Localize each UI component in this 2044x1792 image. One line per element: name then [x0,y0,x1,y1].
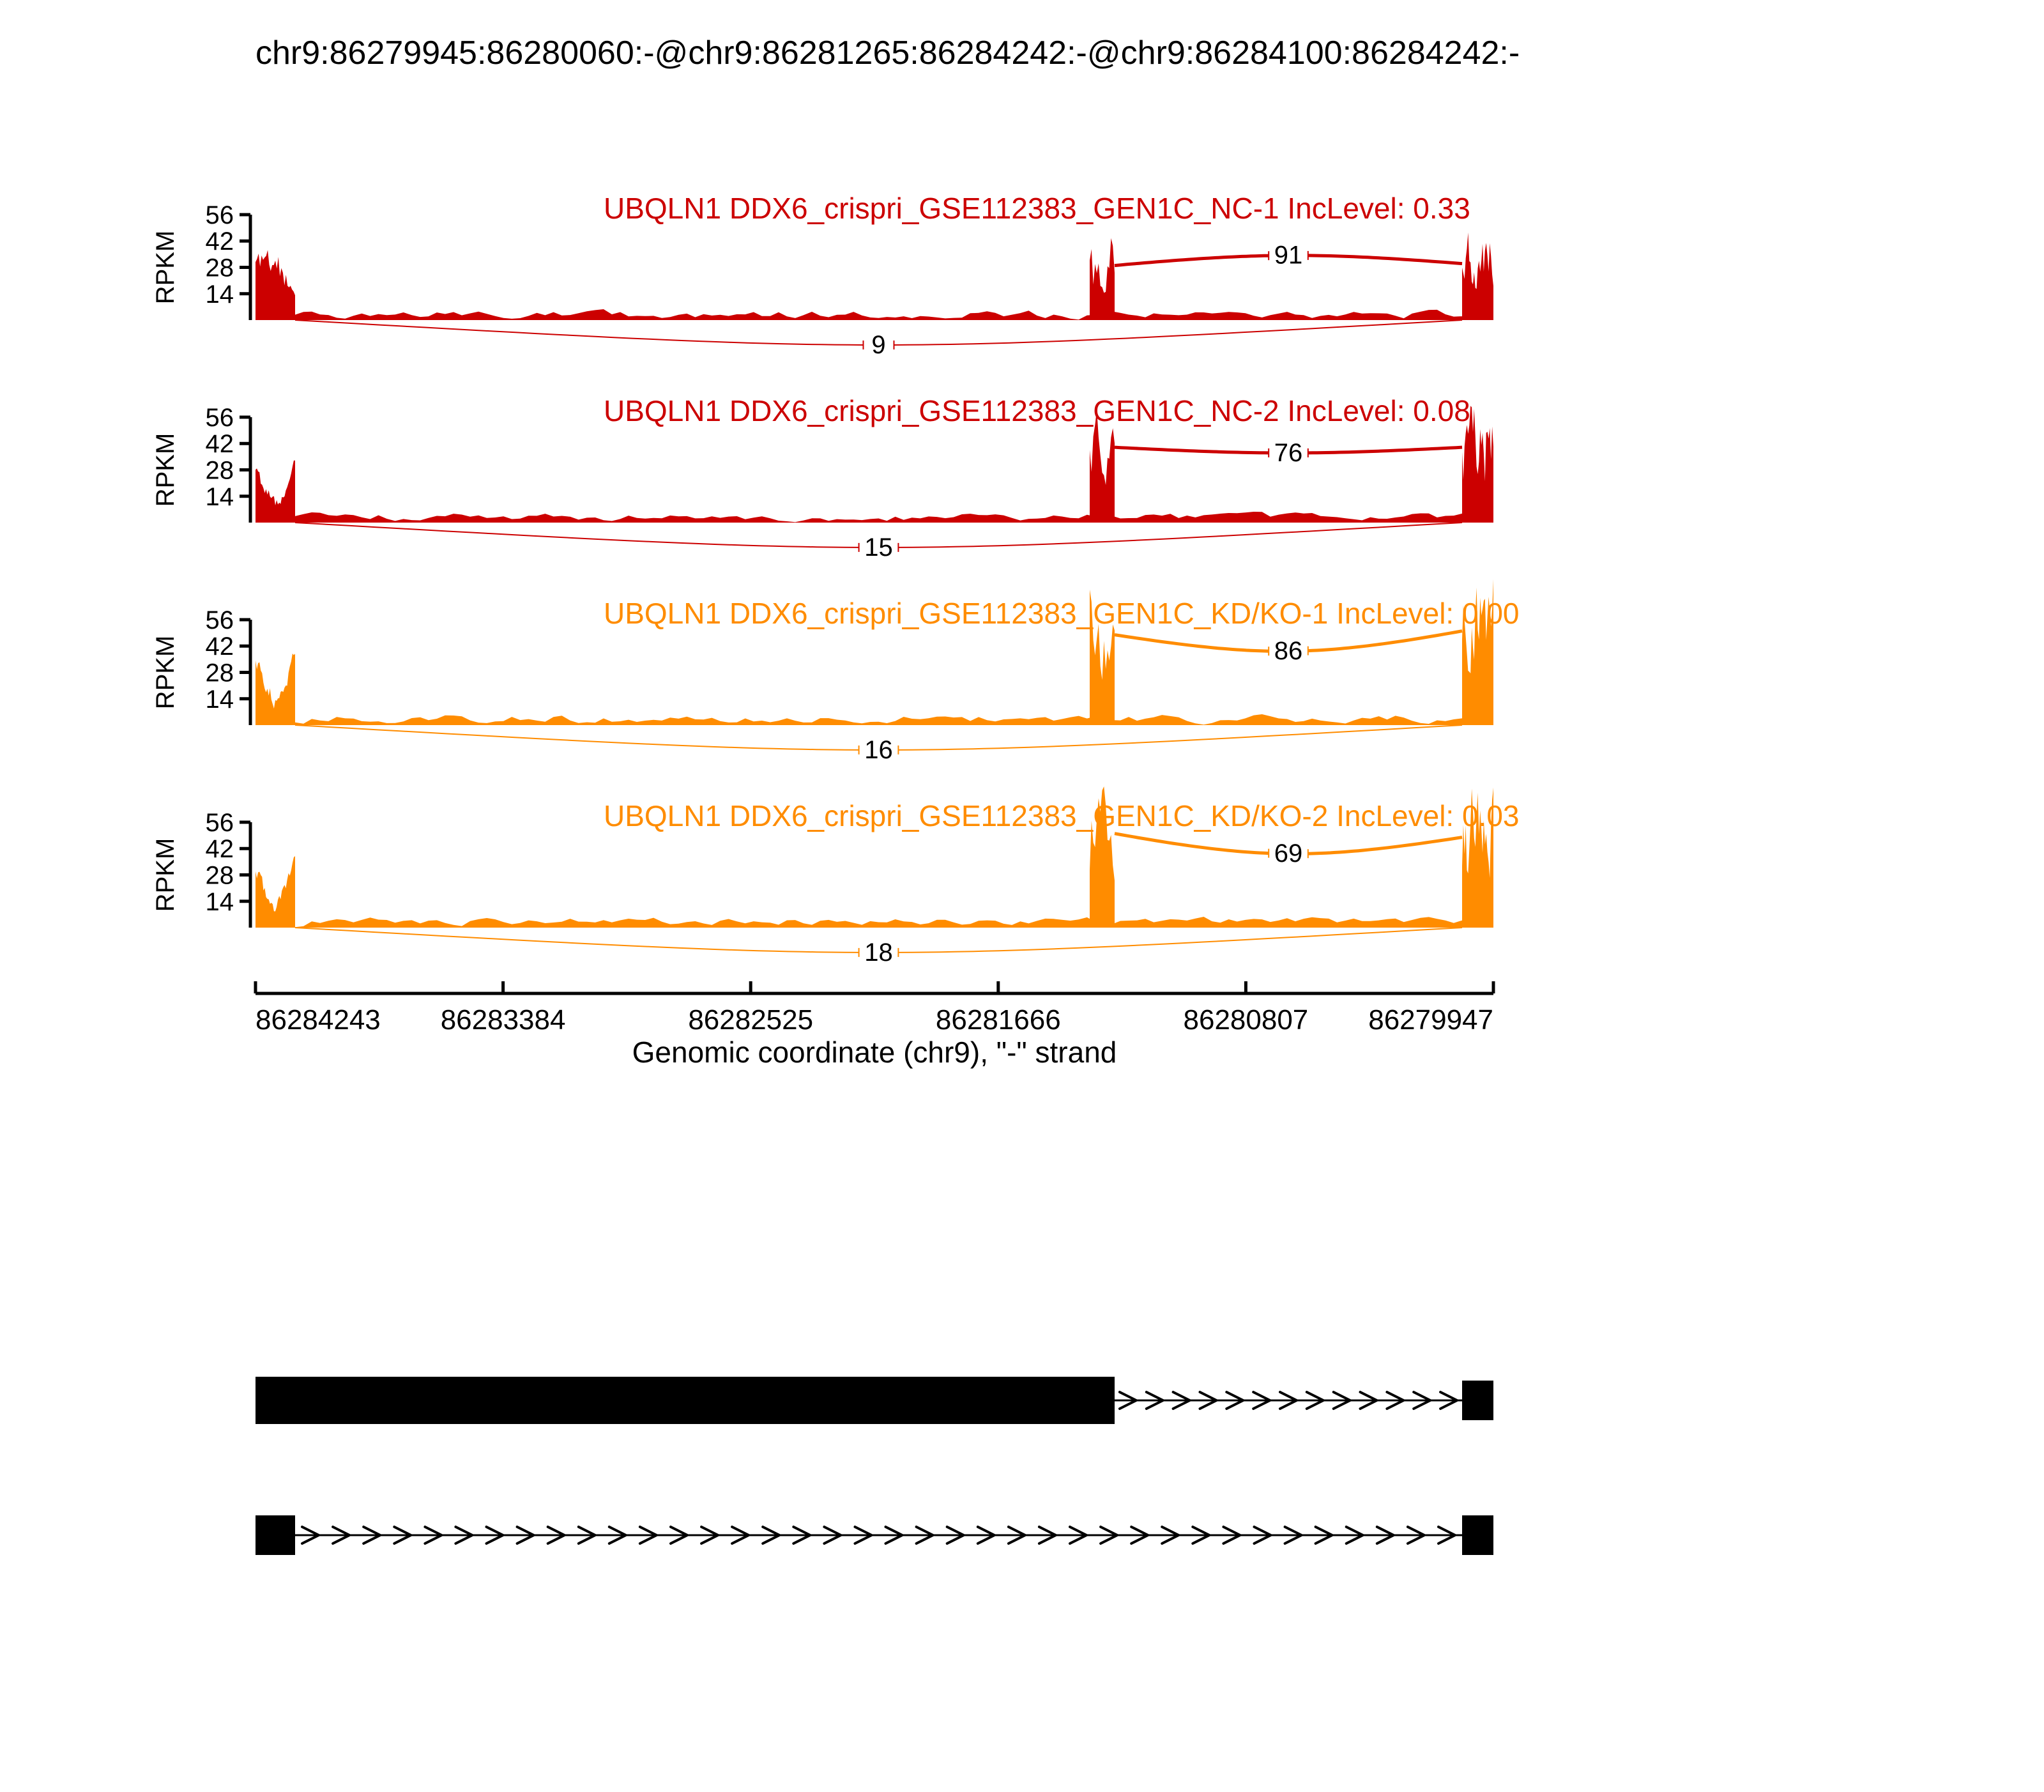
svg-text:RPKM: RPKM [151,231,179,305]
svg-text:42: 42 [206,227,234,256]
svg-text:RPKM: RPKM [151,636,179,710]
svg-text:56: 56 [206,404,234,432]
svg-text:14: 14 [206,888,234,916]
svg-text:15: 15 [864,533,893,562]
svg-text:86283384: 86283384 [441,1004,566,1036]
svg-text:28: 28 [206,659,234,687]
svg-text:RPKM: RPKM [151,433,179,507]
svg-text:42: 42 [206,835,234,863]
svg-text:28: 28 [206,457,234,485]
svg-text:86281666: 86281666 [936,1004,1061,1036]
svg-text:UBQLN1 DDX6_crispri_GSE112383_: UBQLN1 DDX6_crispri_GSE112383_GEN1C_NC-1… [604,192,1470,225]
svg-text:76: 76 [1274,439,1303,467]
svg-text:28: 28 [206,862,234,890]
svg-text:UBQLN1 DDX6_crispri_GSE112383_: UBQLN1 DDX6_crispri_GSE112383_GEN1C_KD/K… [604,597,1520,630]
svg-text:RPKM: RPKM [151,838,179,912]
svg-text:56: 56 [206,606,234,634]
svg-text:91: 91 [1274,241,1303,270]
svg-text:56: 56 [206,809,234,837]
svg-text:UBQLN1 DDX6_crispri_GSE112383_: UBQLN1 DDX6_crispri_GSE112383_GEN1C_NC-2… [604,394,1470,427]
svg-text:28: 28 [206,254,234,282]
svg-text:UBQLN1 DDX6_crispri_GSE112383_: UBQLN1 DDX6_crispri_GSE112383_GEN1C_KD/K… [604,799,1520,832]
svg-text:42: 42 [206,632,234,661]
svg-text:Genomic coordinate (chr9), "-": Genomic coordinate (chr9), "-" strand [632,1036,1117,1069]
svg-text:86: 86 [1274,637,1303,665]
svg-text:86280807: 86280807 [1184,1004,1309,1036]
svg-text:42: 42 [206,430,234,458]
svg-text:86284243: 86284243 [256,1004,381,1036]
svg-text:14: 14 [206,685,234,714]
svg-text:9: 9 [871,331,885,359]
svg-text:chr9:86279945:86280060:-@chr9:: chr9:86279945:86280060:-@chr9:86281265:8… [256,34,1520,72]
svg-text:69: 69 [1274,839,1303,868]
svg-text:18: 18 [864,938,893,967]
svg-text:16: 16 [864,736,893,764]
svg-text:86279947: 86279947 [1368,1004,1493,1036]
svg-text:14: 14 [206,483,234,511]
svg-text:86282525: 86282525 [688,1004,813,1036]
svg-text:56: 56 [206,201,234,229]
svg-text:14: 14 [206,280,234,309]
